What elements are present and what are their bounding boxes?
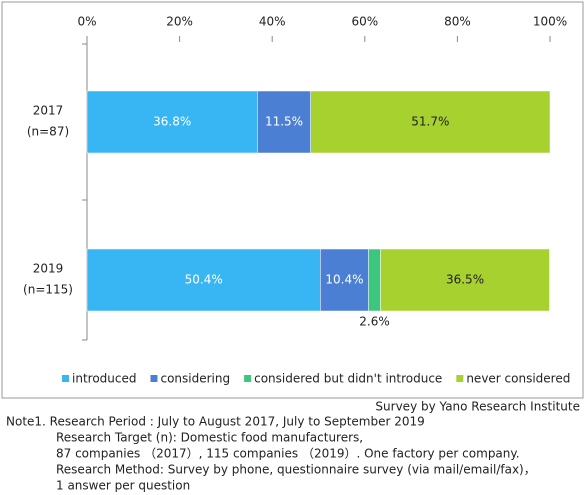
- value-label: 2.6%: [359, 315, 390, 329]
- source: Survey by Yano Research Institute: [375, 400, 580, 414]
- value-label: 36.8%: [153, 115, 191, 129]
- chart-frame: [1, 1, 584, 399]
- value-label: 50.4%: [185, 273, 223, 287]
- value-label: 10.4%: [325, 273, 363, 287]
- category-label: (n=115): [23, 283, 73, 297]
- category-label: 2017: [33, 104, 64, 118]
- bar-segment: [320, 248, 369, 312]
- x-tick-label: 20%: [166, 15, 193, 29]
- bar-segment: [380, 248, 550, 312]
- x-tick-label: 100%: [533, 15, 567, 29]
- legend-swatch: [150, 375, 158, 382]
- value-label: 36.5%: [446, 273, 484, 287]
- value-label: 11.5%: [265, 115, 303, 129]
- x-tick-label: 60%: [351, 15, 378, 29]
- bar-segment: [86, 90, 258, 154]
- note: Note1. Research Period : July to August …: [6, 415, 425, 429]
- legend-label: introduced: [72, 372, 136, 386]
- value-label: 51.7%: [411, 115, 449, 129]
- x-tick-label: 80%: [444, 15, 471, 29]
- legend-label: considered but didn't introduce: [254, 372, 442, 386]
- legend-swatch: [456, 375, 464, 382]
- category-label: (n=87): [27, 125, 69, 139]
- note: Research Method: Survey by phone, questi…: [56, 463, 536, 477]
- legend-label: considering: [160, 372, 230, 386]
- x-tick-label: 40%: [259, 15, 286, 29]
- category-label: 2019: [33, 262, 64, 276]
- legend-label: never considered: [466, 372, 570, 386]
- x-tick-label: 0%: [77, 15, 96, 29]
- bar-segment: [368, 248, 381, 312]
- note: Research Target (n): Domestic food manuf…: [56, 431, 363, 445]
- note: 1 answer per question: [56, 479, 190, 493]
- bar-segment: [257, 90, 311, 154]
- bar-segment: [310, 90, 551, 154]
- bar-segment: [86, 248, 321, 312]
- legend-swatch: [62, 375, 69, 382]
- legend-swatch: [244, 375, 252, 382]
- note: 87 companies （2017）, 115 companies （2019…: [56, 447, 520, 461]
